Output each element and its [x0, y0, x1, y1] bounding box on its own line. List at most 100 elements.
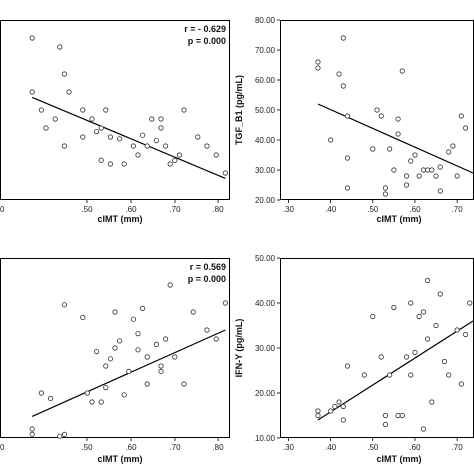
chart-panel-top-left: .50 .60 .70 .80 0 cIMT (mm) r = - 0.629 p = 0.0… — [0, 20, 230, 224]
data-point — [117, 338, 123, 344]
data-point — [149, 116, 155, 122]
data-point — [336, 71, 342, 77]
data-point — [163, 143, 169, 149]
y-axis-title: TGF_B1 (pg/mL) — [234, 75, 244, 145]
data-point — [420, 309, 426, 315]
data-point — [425, 277, 431, 284]
r-value-label: r = - 0.629 — [184, 24, 226, 34]
data-point — [121, 161, 127, 167]
p-value-label: p = 0.000 — [188, 36, 226, 46]
data-point — [135, 347, 141, 353]
data-point — [437, 164, 443, 170]
x-tick-label: .70 — [169, 443, 181, 452]
data-point — [130, 316, 136, 322]
data-point — [98, 125, 104, 131]
data-point — [80, 314, 86, 320]
data-point — [454, 173, 460, 179]
data-point — [433, 322, 439, 329]
data-point — [395, 412, 401, 419]
data-point — [437, 291, 443, 297]
data-point — [425, 167, 431, 173]
data-point — [94, 348, 100, 355]
data-point — [153, 341, 159, 347]
x-axis-title: cIMT (mm) — [98, 454, 143, 464]
data-point — [458, 381, 464, 387]
data-point — [144, 381, 150, 387]
x-tick-label: .80 — [212, 205, 224, 214]
data-point — [38, 390, 45, 396]
data-point — [382, 191, 389, 197]
data-point — [429, 399, 435, 405]
data-point — [144, 143, 150, 149]
data-point — [391, 167, 397, 173]
data-point — [361, 372, 367, 378]
data-point — [103, 384, 109, 391]
data-point — [420, 426, 426, 432]
data-point — [98, 399, 104, 405]
data-point — [370, 313, 376, 320]
p-value-label: p = 0.000 — [188, 274, 226, 284]
data-point — [181, 107, 187, 113]
data-point — [140, 132, 146, 138]
x-axis-title: cIMT (mm) — [377, 214, 422, 224]
data-point — [467, 300, 473, 306]
y-axis-title: IFN-Y (pg/mL) — [234, 319, 244, 378]
data-point — [213, 152, 219, 158]
plot-frame — [280, 258, 474, 438]
plot-frame — [0, 20, 230, 200]
data-point — [408, 372, 414, 378]
data-point — [429, 167, 435, 173]
data-point — [340, 83, 346, 89]
data-point — [190, 309, 196, 315]
data-point — [47, 395, 54, 401]
data-point — [98, 157, 104, 163]
data-point — [52, 116, 58, 122]
data-point — [344, 185, 351, 191]
data-point — [454, 327, 460, 333]
x-tick-label: .60 — [409, 443, 421, 452]
data-point — [144, 354, 150, 360]
data-point — [395, 116, 401, 122]
x-tick-label: .60 — [125, 443, 137, 452]
data-point — [176, 152, 182, 158]
data-point — [315, 408, 321, 414]
data-point — [315, 59, 321, 65]
data-point — [126, 368, 132, 374]
data-point — [130, 143, 136, 149]
data-point — [158, 363, 164, 369]
data-point — [158, 368, 164, 374]
x-tick-label: .50 — [367, 443, 379, 452]
data-point — [61, 143, 68, 149]
data-point — [57, 44, 63, 50]
data-point — [387, 146, 393, 152]
y-tick-label: 30.00 — [255, 166, 276, 175]
data-point — [61, 302, 68, 308]
data-point — [163, 336, 169, 342]
data-point — [112, 345, 118, 351]
data-point — [195, 134, 201, 140]
y-tick-label: 80.00 — [255, 16, 276, 25]
data-point — [29, 431, 35, 437]
data-point — [382, 412, 389, 419]
data-point — [140, 305, 146, 311]
data-point — [378, 113, 384, 119]
plot-frame — [0, 258, 230, 438]
data-point — [395, 131, 401, 137]
x-axis-title: cIMT (mm) — [377, 454, 422, 464]
y-tick-label: 50.00 — [255, 254, 276, 263]
x-tick-label: .50 — [81, 205, 93, 214]
data-point — [29, 89, 35, 95]
y-tick-label: 40.00 — [255, 299, 276, 308]
x-tick-label-cropped: 0 — [0, 443, 5, 452]
data-point — [370, 146, 376, 152]
data-point — [408, 300, 414, 306]
data-point — [172, 354, 178, 360]
data-point — [112, 309, 118, 315]
chart-panel-top-right: .30 .40 .50 .60 .70 20.00 30.00 40.00 50.00 60.00… — [234, 16, 474, 224]
data-point — [61, 431, 68, 437]
x-tick-label: .40 — [325, 443, 337, 452]
data-point — [84, 390, 91, 396]
data-point — [374, 107, 380, 113]
data-point — [172, 157, 178, 163]
